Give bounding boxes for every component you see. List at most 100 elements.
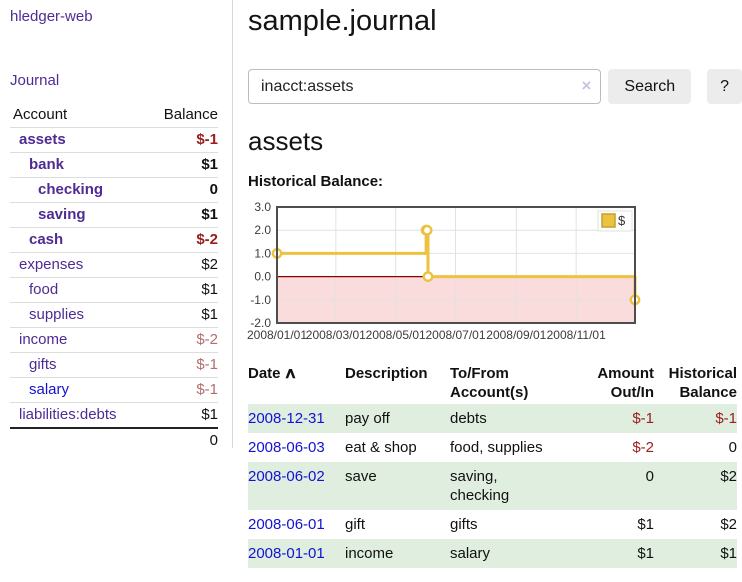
account-link[interactable]: bank xyxy=(29,156,65,173)
chart-title: Historical Balance: xyxy=(248,173,384,190)
search-input[interactable] xyxy=(248,69,602,104)
help-button[interactable]: ? xyxy=(707,69,742,104)
clear-search-icon[interactable]: × xyxy=(581,76,592,95)
transaction-row: 2008-12-31 pay off debts $-1 $-1 xyxy=(248,404,737,433)
transaction-date-link[interactable]: 2008-12-31 xyxy=(248,410,325,427)
register-header-accounts: To/From Account(s) xyxy=(450,365,529,401)
account-link[interactable]: income xyxy=(19,331,68,348)
account-row: food $1 xyxy=(10,277,218,303)
transaction-balance: $2 xyxy=(654,462,737,510)
transaction-row: 2008-06-03 eat & shop food, supplies $-2 0 xyxy=(248,433,737,462)
transaction-date-link[interactable]: 2008-06-02 xyxy=(248,468,325,485)
svg-text:0.0: 0.0 xyxy=(254,270,271,284)
accounts-header-balance: Balance xyxy=(163,106,218,123)
accounts-total-spacer xyxy=(10,427,148,452)
account-link[interactable]: food xyxy=(29,281,59,298)
account-link[interactable]: liabilities:debts xyxy=(19,406,117,423)
transaction-amount: 0 xyxy=(562,462,654,510)
account-row: cash $-2 xyxy=(10,227,218,253)
register-header-balance: Historical Balance xyxy=(668,365,737,401)
transaction-amount: $1 xyxy=(562,539,654,568)
account-balance: $-1 xyxy=(147,127,218,153)
account-balance: $1 xyxy=(147,277,218,303)
sidebar: hledger-web Journal Account Balance asse… xyxy=(0,0,233,452)
transaction-balance: $2 xyxy=(720,516,737,533)
account-row: gifts $-1 xyxy=(10,352,218,378)
transaction-balance: $-1 xyxy=(654,404,737,433)
transaction-description: save xyxy=(345,462,450,510)
transaction-row: 2008-06-02 save saving, checking 0 $2 xyxy=(248,462,737,510)
account-balance: $1 xyxy=(147,202,218,228)
account-balance: $1 xyxy=(147,402,218,428)
svg-text:2008/07/01: 2008/07/01 xyxy=(425,328,485,342)
search-box: × xyxy=(248,69,602,104)
accounts-table: Account Balance assets $-1 bank $1 checking 0… xyxy=(10,103,218,452)
account-balance: $-2 xyxy=(147,227,218,253)
account-balance: $-1 xyxy=(147,352,218,378)
accounts-total-balance: 0 xyxy=(147,427,218,452)
transaction-row: 2008-01-01 income salary $1 $1 xyxy=(248,539,737,568)
svg-text:-2.0: -2.0 xyxy=(250,316,271,330)
transaction-accounts: food, supplies xyxy=(450,439,543,456)
search-button[interactable]: Search xyxy=(608,69,692,104)
transaction-amount: $-1 xyxy=(562,404,654,433)
account-row: checking 0 xyxy=(10,177,218,203)
search-form: × Search ? xyxy=(248,69,742,104)
transaction-accounts: debts xyxy=(450,404,562,433)
account-link[interactable]: saving xyxy=(38,206,86,223)
transaction-date-link[interactable]: 2008-06-03 xyxy=(248,439,325,456)
account-row: supplies $1 xyxy=(10,302,218,328)
transaction-description: pay off xyxy=(345,404,450,433)
account-balance: $-2 xyxy=(147,327,218,353)
transaction-amount: $1 xyxy=(637,516,654,533)
svg-text:$: $ xyxy=(618,213,626,228)
sidebar-item-journal[interactable]: Journal xyxy=(10,72,60,89)
svg-text:2008/11/01: 2008/11/01 xyxy=(547,328,606,342)
svg-text:-1.0: -1.0 xyxy=(250,293,271,307)
account-heading: assets xyxy=(248,126,324,156)
transaction-description: eat & shop xyxy=(345,439,417,456)
svg-text:3.0: 3.0 xyxy=(254,200,271,214)
app-title-link[interactable]: hledger-web xyxy=(10,8,93,25)
transaction-amount: $-2 xyxy=(632,439,654,456)
accounts-header-account: Account xyxy=(13,106,68,123)
transaction-description: income xyxy=(345,539,450,568)
account-row: saving $1 xyxy=(10,202,218,228)
account-row: income $-2 xyxy=(10,327,218,353)
account-row: bank $1 xyxy=(10,152,218,178)
svg-text:2008/09/01: 2008/09/01 xyxy=(486,328,546,342)
main-content: sample.journal × Search ? assets Histori… xyxy=(247,0,742,568)
account-row: assets $-1 xyxy=(10,127,218,153)
account-balance: 0 xyxy=(147,177,218,203)
transaction-accounts: gifts xyxy=(450,516,478,533)
account-link[interactable]: assets xyxy=(19,131,66,148)
accounts-header-row: Account Balance xyxy=(10,103,218,128)
transaction-date-link[interactable]: 2008-01-01 xyxy=(248,545,325,562)
transaction-balance: $1 xyxy=(654,539,737,568)
transaction-date-link[interactable]: 2008-06-01 xyxy=(248,516,325,533)
register-header-date[interactable]: Date ∧ xyxy=(248,365,297,382)
transaction-accounts: saving, checking xyxy=(450,462,562,510)
svg-text:2008/05/01: 2008/05/01 xyxy=(366,328,426,342)
account-row: salary $-1 xyxy=(10,377,218,403)
transaction-description: gift xyxy=(345,516,366,533)
page-title: sample.journal xyxy=(248,5,437,37)
account-link[interactable]: cash xyxy=(29,231,64,248)
svg-text:1.0: 1.0 xyxy=(254,246,271,260)
register-table: Date ∧ Description To/From Account(s) Amo… xyxy=(248,362,737,568)
balance-chart: $3.0 2.0 1.0 0.0 -1.0 -2.02008/01/012008/03/0… xyxy=(247,200,641,342)
transaction-accounts: salary xyxy=(450,539,562,568)
account-link[interactable]: supplies xyxy=(29,306,85,323)
transaction-balance: 0 xyxy=(728,439,737,456)
account-link[interactable]: gifts xyxy=(29,356,57,373)
svg-text:2.0: 2.0 xyxy=(254,223,271,237)
register-header-description: Description xyxy=(345,365,428,382)
transaction-row: 2008-06-01 gift gifts $1 $2 xyxy=(248,510,737,539)
account-link[interactable]: checking xyxy=(38,181,104,198)
register-header-amount: Amount Out/In xyxy=(597,365,654,401)
account-link[interactable]: salary xyxy=(29,381,70,398)
account-link[interactable]: expenses xyxy=(19,256,84,273)
account-balance: $-1 xyxy=(147,377,218,403)
account-balance: $1 xyxy=(147,302,218,328)
register-header-row: Date ∧ Description To/From Account(s) Amo… xyxy=(248,362,737,404)
